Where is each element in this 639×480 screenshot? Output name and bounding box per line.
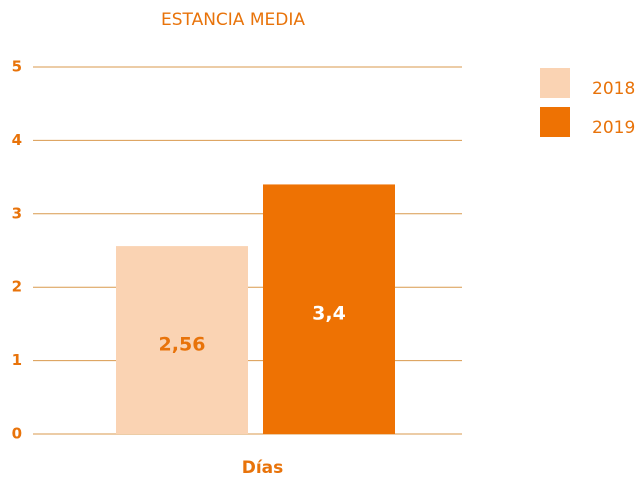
data-label: 3,4 — [312, 303, 346, 325]
y-tick-label: 4 — [12, 131, 22, 149]
bar — [116, 246, 248, 434]
bar — [263, 184, 395, 434]
y-tick-label: 3 — [12, 204, 22, 222]
chart-title: ESTANCIA MEDIA — [161, 10, 305, 30]
data-label: 2,56 — [159, 334, 206, 356]
y-tick-label: 2 — [12, 278, 22, 296]
legend-label: 2018 — [592, 79, 635, 99]
y-tick-label: 5 — [12, 58, 22, 76]
legend-swatch — [540, 107, 570, 137]
x-tick-label: Días — [242, 458, 284, 478]
legend-label: 2019 — [592, 118, 635, 138]
y-tick-label: 0 — [12, 425, 22, 443]
legend-swatch — [540, 68, 570, 98]
y-tick-label: 1 — [12, 351, 22, 369]
